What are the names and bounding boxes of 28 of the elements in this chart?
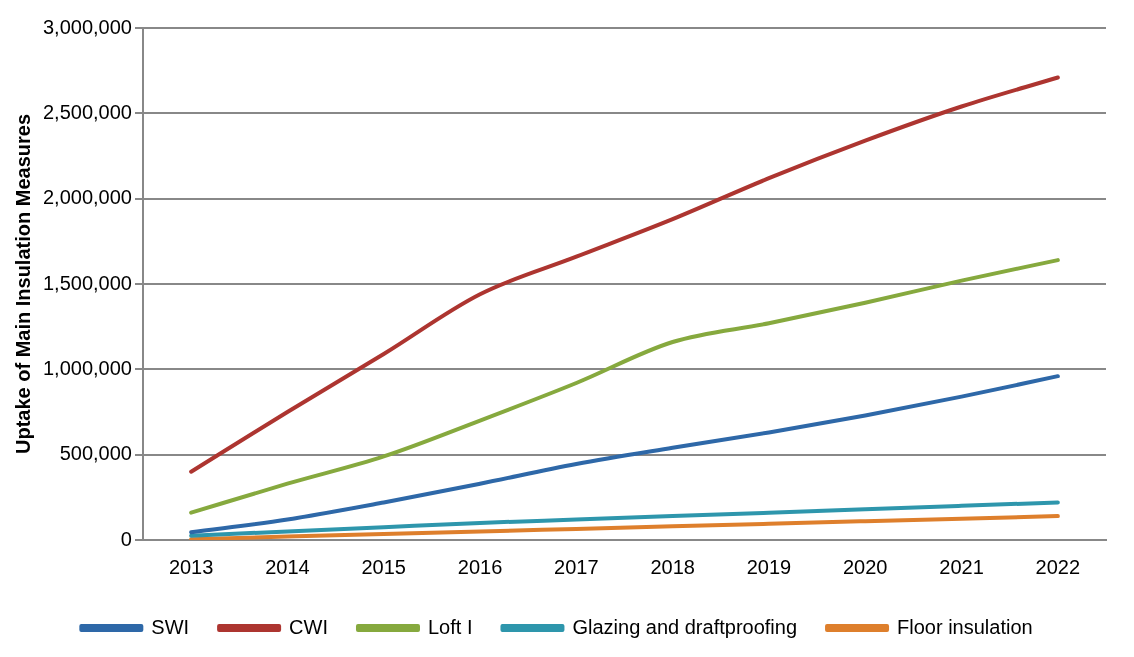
y-tick-label: 500,000 (59, 442, 132, 465)
x-tick-label: 2022 (1035, 555, 1081, 578)
legend-label: Floor insulation (897, 615, 1033, 638)
y-tick-label: 1,000,000 (42, 356, 132, 379)
y-tick-label: 3,000,000 (42, 15, 132, 38)
y-tick-label: 2,500,000 (42, 100, 132, 123)
x-tick-label: 2015 (361, 555, 406, 578)
line-series (189, 514, 1060, 540)
x-tick-label: 2020 (842, 555, 888, 578)
legend-label: CWI (289, 615, 328, 638)
x-tick-label: 2019 (746, 555, 792, 578)
x-tick-label: 2016 (457, 555, 503, 578)
y-tick-label: 1,500,000 (42, 271, 132, 294)
x-tick-label: 2017 (554, 555, 599, 578)
x-tick-label: 2014 (265, 555, 310, 578)
x-tick-label: 2013 (168, 555, 214, 578)
x-tick-label: 2021 (939, 555, 984, 578)
legend-label: Glazing and draftproofing (572, 615, 798, 638)
line-series (189, 500, 1060, 538)
y-tick-label: 0 (120, 527, 132, 550)
line-series (189, 374, 1060, 535)
y-tick-label: 2,000,000 (42, 186, 132, 209)
y-axis-title: Uptake of Main Insulation Measures (11, 113, 34, 455)
legend-label: Loft I (427, 615, 473, 638)
x-tick-label: 2018 (650, 555, 695, 578)
line-series (189, 258, 1060, 515)
legend-label: SWI (151, 615, 190, 638)
line-series (189, 75, 1060, 474)
